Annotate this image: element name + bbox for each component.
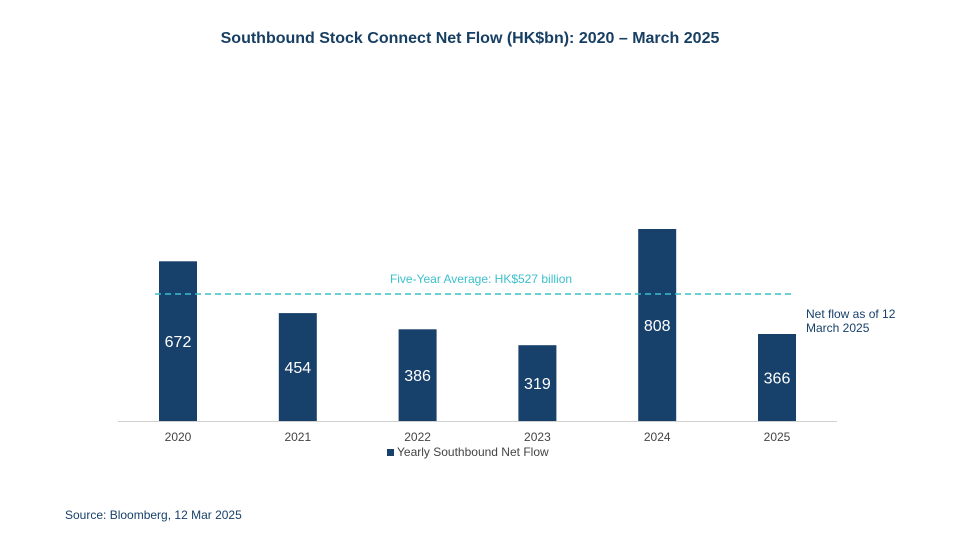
value-labels-group: 672 454 386 319 808 366: [165, 318, 791, 393]
value-label-2020: 672: [165, 334, 192, 351]
bar-2022: [398, 329, 437, 421]
value-label-2021: 454: [284, 360, 311, 377]
bars-group: [159, 229, 796, 421]
x-tick-labels-group: 2020 2021 2022 2023 2024 2025: [165, 430, 791, 444]
legend: Yearly Southbound Net Flow: [387, 445, 549, 459]
legend-swatch: [387, 448, 394, 456]
source-note: Source: Bloomberg, 12 Mar 2025: [65, 508, 242, 522]
value-label-2024: 808: [644, 318, 671, 335]
value-label-2023: 319: [524, 376, 551, 393]
value-label-2022: 386: [404, 368, 431, 385]
x-tick-2021: 2021: [284, 430, 311, 444]
bar-2023: [518, 345, 557, 421]
x-tick-2024: 2024: [644, 430, 671, 444]
bar-2024: [638, 229, 677, 421]
x-tick-2023: 2023: [524, 430, 551, 444]
bar-2025: [758, 334, 796, 421]
legend-label: Yearly Southbound Net Flow: [397, 445, 549, 459]
annotation-2025: Net flow as of 12 March 2025: [806, 307, 896, 335]
value-label-2025: 366: [764, 371, 791, 388]
x-tick-2022: 2022: [404, 430, 431, 444]
bar-2020: [159, 261, 197, 421]
x-tick-2020: 2020: [165, 430, 192, 444]
chart-title: Southbound Stock Connect Net Flow (HK$bn…: [220, 30, 720, 47]
five-year-average-label: Five-Year Average: HK$527 billion: [390, 272, 572, 286]
bar-2021: [278, 313, 317, 421]
x-tick-2025: 2025: [764, 430, 791, 444]
